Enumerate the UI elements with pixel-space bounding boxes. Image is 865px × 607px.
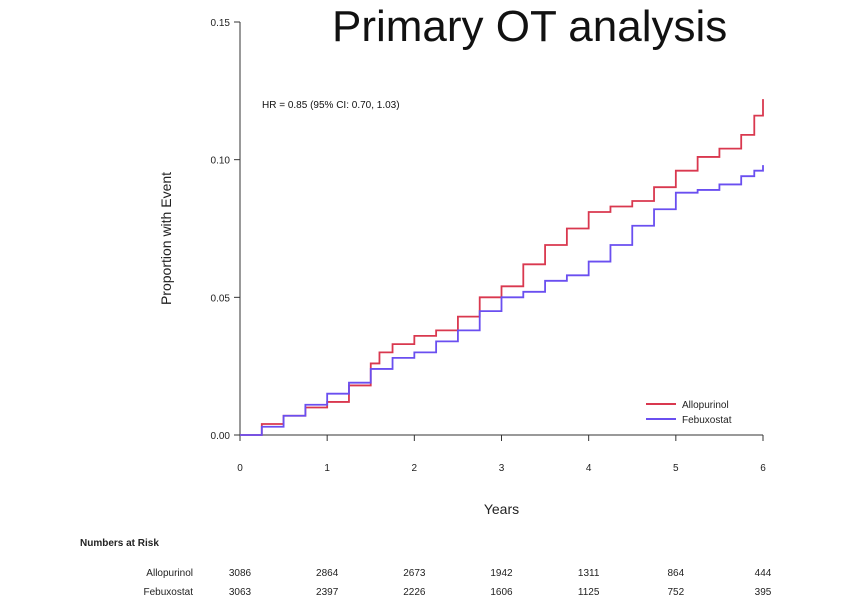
slide-title: Primary OT analysis [332, 2, 728, 51]
y-tick-label: 0.10 [211, 156, 231, 167]
chart-axes: 0.00 0.05 0.10 0.15 0 1 2 3 4 5 6 Years Proportion w… [158, 18, 766, 517]
y-tick-label: 0.15 [211, 18, 231, 29]
series-line-febuxostat [240, 165, 764, 436]
y-axis-title: Proportion with Event [158, 172, 174, 305]
chart-legend: Allopurinol Febuxostat [646, 400, 732, 426]
series-line-allopurinol [240, 99, 764, 436]
x-tick-label: 5 [673, 463, 679, 474]
x-tick-label: 1 [324, 463, 330, 474]
y-tick-label: 0.05 [211, 293, 231, 304]
y-tick-label: 0.00 [211, 431, 231, 442]
risk-cell: 1942 [490, 568, 513, 579]
risk-cell: 1606 [490, 587, 513, 598]
hr-annotation: HR = 0.85 (95% CI: 0.70, 1.03) [262, 100, 400, 111]
risk-row-label: Allopurinol [146, 568, 193, 579]
risk-cell: 864 [667, 568, 684, 579]
series-layer [240, 99, 764, 436]
risk-cell: 2864 [316, 568, 339, 579]
risk-cell: 3063 [229, 587, 252, 598]
risk-cell: 2226 [403, 587, 426, 598]
risk-table-title: Numbers at Risk [80, 538, 159, 549]
risk-cell: 1125 [578, 587, 600, 598]
legend-label: Allopurinol [682, 400, 729, 411]
risk-cell: 2397 [316, 587, 339, 598]
risk-cell: 2673 [403, 568, 426, 579]
legend-label: Febuxostat [682, 415, 732, 426]
risk-cell: 752 [667, 587, 684, 598]
risk-cell: 1311 [578, 568, 600, 579]
x-axis-title: Years [484, 501, 519, 517]
risk-cell: 395 [755, 587, 772, 598]
x-tick-label: 3 [499, 463, 505, 474]
x-tick-label: 0 [237, 463, 243, 474]
risk-cell: 444 [755, 568, 772, 579]
risk-row-label: Febuxostat [144, 587, 194, 598]
numbers-at-risk-table: Numbers at Risk Allopurinol 3086 2864 2673 19… [80, 538, 772, 598]
x-tick-label: 4 [586, 463, 592, 474]
risk-cell: 3086 [229, 568, 252, 579]
x-tick-label: 6 [760, 463, 766, 474]
x-tick-label: 2 [412, 463, 418, 474]
